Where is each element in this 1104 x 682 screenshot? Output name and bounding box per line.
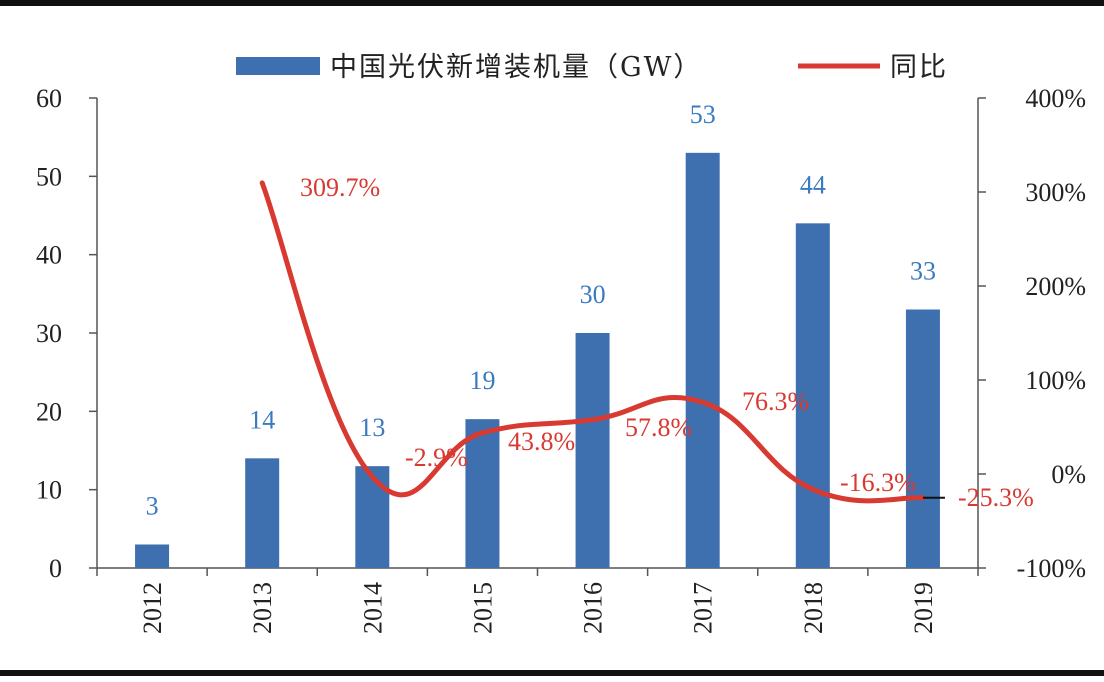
bar-series	[135, 152, 940, 569]
legend-swatch-bar	[236, 57, 320, 75]
bar	[795, 223, 830, 569]
x-tick-label: 2014	[358, 582, 387, 634]
x-tick-label: 2019	[909, 582, 938, 634]
right-tick-label: 400%	[1025, 84, 1086, 113]
bar	[685, 152, 720, 569]
left-tick-label: 20	[36, 397, 62, 426]
x-tick-label: 2018	[799, 582, 828, 634]
data-labels: 3 14 13 19 30 53 44 33 309.7% -2.9% 43.8% 57.8% 76.3…	[146, 100, 1034, 521]
bar-data-label: 44	[800, 170, 826, 199]
line-data-label: 57.8%	[625, 413, 692, 442]
x-tick-label: 2016	[579, 582, 608, 634]
bar-data-label: 13	[359, 413, 385, 442]
legend: 中国光伏新增装机量（GW） 同比	[236, 52, 948, 83]
right-tick-label: 100%	[1025, 366, 1086, 395]
left-tick-label: 60	[36, 84, 62, 113]
bar	[905, 309, 940, 568]
line-data-label: 43.8%	[508, 427, 575, 456]
left-tick-label: 0	[49, 554, 62, 583]
bar	[465, 419, 500, 568]
right-tick-label: -100%	[1017, 554, 1086, 583]
combo-chart: 0 10 20 30 40 50 60 -100% 0% 100% 200% 300% 400% 2012…	[36, 52, 1086, 634]
bar-data-label: 3	[146, 492, 159, 521]
bar	[135, 544, 170, 568]
x-tick-label: 2015	[468, 582, 497, 634]
right-tick-label: 200%	[1025, 272, 1086, 301]
left-tick-label: 40	[36, 241, 62, 270]
line-data-label: -16.3%	[840, 468, 916, 497]
legend-label-bar: 中国光伏新增装机量（GW）	[330, 52, 702, 83]
right-tick-label: 300%	[1025, 178, 1086, 207]
x-tick-label: 2012	[138, 582, 167, 634]
bar-data-label: 14	[249, 405, 275, 434]
x-tick-label: 2017	[689, 582, 718, 634]
line-series	[259, 180, 945, 504]
x-tick-label: 2013	[248, 582, 277, 634]
bar-data-label: 19	[469, 366, 495, 395]
left-tick-label: 50	[36, 162, 62, 191]
axes: 0 10 20 30 40 50 60 -100% 0% 100% 200% 300% 400% 2012…	[36, 84, 1086, 634]
line-data-label: 76.3%	[742, 387, 809, 416]
left-tick-label: 10	[36, 476, 62, 505]
bar	[355, 466, 390, 568]
bar	[245, 458, 280, 568]
bar-data-label: 53	[690, 100, 716, 129]
line-data-label: 309.7%	[300, 173, 380, 202]
bar	[575, 333, 610, 568]
right-tick-label: 0%	[1051, 460, 1086, 489]
bar-data-label: 33	[910, 257, 936, 286]
left-tick-label: 30	[36, 319, 62, 348]
yoy-line	[259, 180, 926, 504]
line-data-label: -25.3%	[958, 483, 1034, 512]
line-data-label: -2.9%	[405, 443, 468, 472]
legend-label-line: 同比	[890, 52, 948, 83]
bar-data-label: 30	[580, 280, 606, 309]
